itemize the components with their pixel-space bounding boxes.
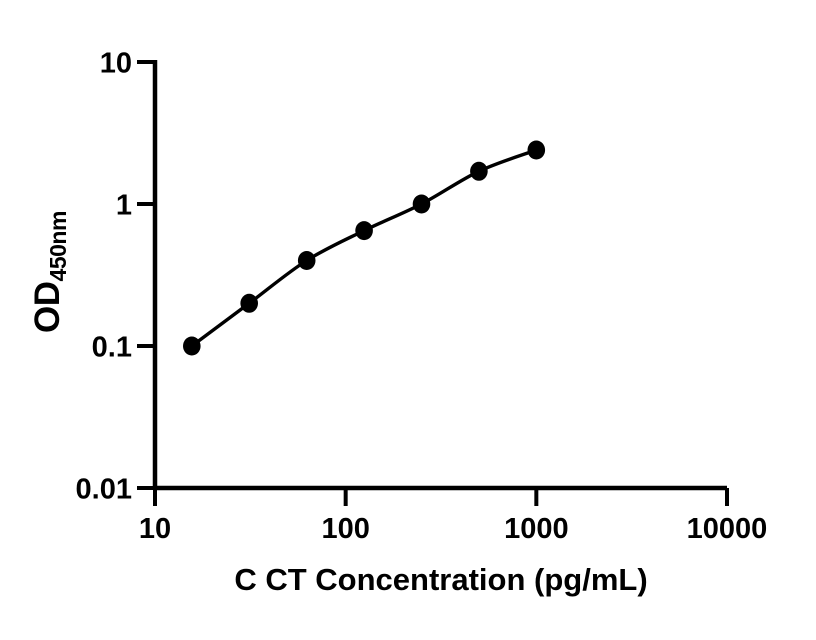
x-tick-label: 1000 bbox=[504, 513, 569, 545]
y-tick-label: 0.1 bbox=[92, 332, 132, 364]
y-tick-label: 0.01 bbox=[76, 474, 132, 506]
x-tick-label: 10000 bbox=[687, 513, 768, 545]
y-axis-label-main: OD bbox=[28, 281, 67, 333]
data-point-marker bbox=[183, 336, 201, 356]
y-axis-label: OD450nm bbox=[28, 211, 71, 333]
x-tick-label: 100 bbox=[321, 513, 369, 545]
standard-curve-line bbox=[190, 148, 537, 348]
data-point-marker bbox=[297, 251, 316, 270]
data-point-marker bbox=[527, 140, 546, 160]
y-axis-label-subscript: 450nm bbox=[45, 211, 71, 282]
data-point-marker bbox=[355, 221, 373, 241]
data-point-marker bbox=[470, 161, 488, 181]
data-point-marker bbox=[412, 194, 431, 214]
data-point-marker bbox=[240, 293, 258, 313]
y-tick-label: 1 bbox=[116, 190, 132, 222]
x-tick-label: 10 bbox=[139, 513, 171, 545]
y-tick-label: 10 bbox=[100, 48, 132, 80]
x-axis-label: C CT Concentration (pg/mL) bbox=[234, 562, 648, 597]
